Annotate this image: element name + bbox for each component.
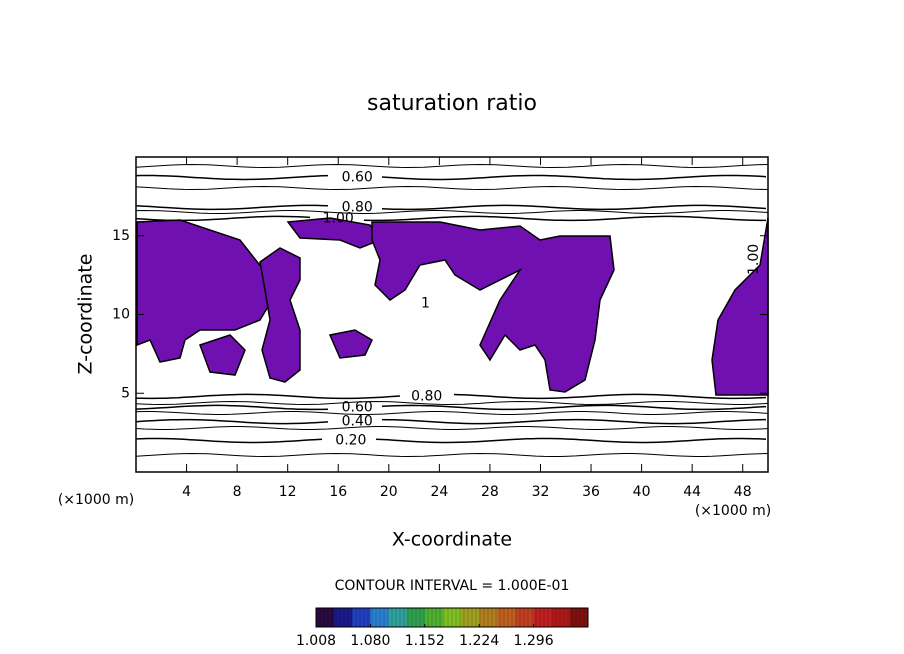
colorbar-tick-label: 1.008: [296, 633, 336, 649]
contour-label: 1.00: [323, 210, 354, 226]
supersaturated-regions: [136, 217, 769, 396]
colorbar-swatch: [497, 608, 516, 627]
contour-line: [135, 185, 769, 191]
region: [711, 217, 769, 396]
contour-line: [135, 418, 767, 425]
colorbar-swatch: [551, 608, 571, 627]
y-axis-label: Z-coordinate: [75, 254, 97, 375]
colorbar-swatch: [316, 608, 335, 627]
x-tick-label: 36: [582, 484, 600, 500]
contour-line: [135, 163, 769, 169]
colorbar-swatch: [479, 608, 498, 627]
contour-label: 0.60: [342, 399, 373, 415]
x-axis-label: X-coordinate: [392, 529, 512, 551]
x-tick-label: 40: [633, 484, 651, 500]
contour-line: [135, 426, 769, 430]
contour-label: 0.40: [342, 414, 373, 430]
colorbar-swatch: [569, 608, 589, 627]
contour-interval: CONTOUR INTERVAL = 1.000E-01: [335, 578, 570, 594]
region: [136, 219, 273, 363]
contour-line: [135, 411, 769, 415]
x-tick-label: 20: [380, 484, 398, 500]
colorbar-swatch: [442, 608, 462, 627]
y-tick-label: 15: [112, 228, 130, 244]
chart-title: saturation ratio: [367, 91, 537, 116]
x-tick-label: 44: [683, 484, 701, 500]
colorbar-tick-label: 1.224: [459, 633, 499, 649]
colorbar-swatch: [515, 608, 535, 627]
x-tick-label: 32: [532, 484, 550, 500]
colorbar-tick-label: 1.080: [350, 633, 390, 649]
x-tick-label: 16: [329, 484, 347, 500]
contour-line: [135, 437, 767, 444]
region: [286, 217, 382, 249]
colorbar-swatch: [334, 608, 353, 627]
region: [328, 329, 373, 359]
contour-label: 0.20: [335, 433, 366, 449]
colorbar-swatch: [388, 608, 408, 627]
contour-label: 1.00: [746, 244, 762, 275]
colorbar-swatch: [461, 608, 480, 627]
contour-label: 0.60: [342, 169, 373, 185]
colorbar-tick-label: 1.296: [514, 633, 554, 649]
colorbar-swatch: [370, 608, 390, 627]
contour-label: 1: [421, 295, 430, 311]
contour-line: [135, 209, 769, 214]
x-tick-label: 48: [734, 484, 752, 500]
contour-label: 0.80: [342, 199, 373, 215]
colorbar-tick-label: 1.152: [405, 633, 445, 649]
x-tick-label: 24: [430, 484, 448, 500]
region: [259, 247, 301, 383]
colorbar-swatch: [424, 608, 444, 627]
contour-line: [135, 404, 767, 411]
contour-line: [135, 452, 769, 458]
x-unit: (×1000 m): [695, 503, 771, 519]
contour-label: 0.80: [411, 388, 442, 404]
contour-line: [135, 204, 767, 211]
colorbar-swatch: [352, 608, 371, 627]
contour-line: [135, 400, 769, 406]
contour-line: [135, 393, 767, 400]
x-tick-label: 28: [481, 484, 499, 500]
x-tick-label: 4: [182, 484, 191, 500]
contour-line: [135, 174, 767, 181]
y-unit: (×1000 m): [58, 492, 134, 508]
colorbar-frame: [315, 607, 589, 628]
contour-line: [135, 215, 766, 222]
y-tick-label: 10: [112, 307, 130, 323]
x-tick-label: 8: [233, 484, 242, 500]
region: [199, 334, 246, 376]
y-tick-label: 5: [121, 385, 130, 401]
region: [371, 221, 615, 393]
colorbar-swatch: [533, 608, 553, 627]
x-tick-label: 12: [279, 484, 297, 500]
